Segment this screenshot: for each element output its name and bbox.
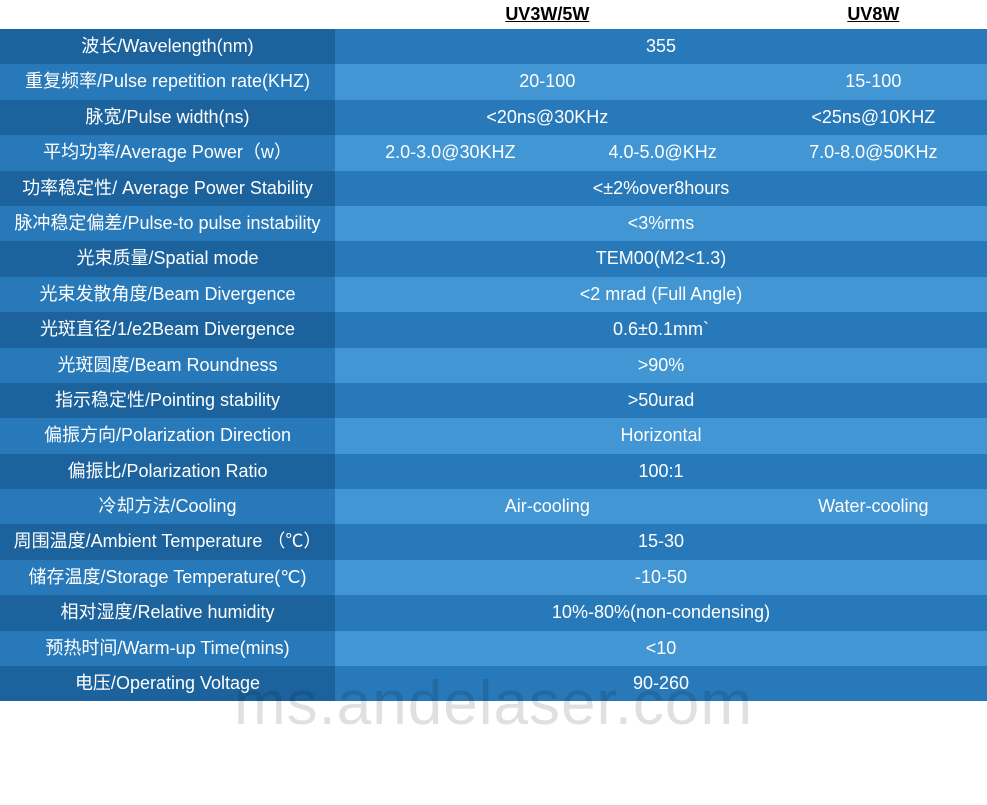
spec-label: 波长/Wavelength(nm)	[0, 29, 335, 64]
header-blank	[0, 0, 335, 29]
spec-label: 周围温度/Ambient Temperature （℃）	[0, 524, 335, 559]
spec-row: 重复频率/Pulse repetition rate(KHZ)20-10015-…	[0, 64, 987, 99]
spec-value: 100:1	[335, 454, 987, 489]
spec-value-3: 7.0-8.0@50KHz	[760, 135, 987, 170]
spec-row: 偏振比/Polarization Ratio100:1	[0, 454, 987, 489]
spec-row: 冷却方法/CoolingAir-coolingWater-cooling	[0, 489, 987, 524]
spec-row: 电压/Operating Voltage90-260	[0, 666, 987, 701]
spec-row: 光斑圆度/Beam Roundness>90%	[0, 348, 987, 383]
spec-table: UV3W/5W UV8W 波长/Wavelength(nm)355重复频率/Pu…	[0, 0, 987, 701]
spec-value: >50urad	[335, 383, 987, 418]
spec-value-2: Water-cooling	[760, 489, 987, 524]
spec-value: 15-30	[335, 524, 987, 559]
spec-label: 指示稳定性/Pointing stability	[0, 383, 335, 418]
spec-value: <±2%over8hours	[335, 171, 987, 206]
header-col1: UV3W/5W	[335, 0, 760, 29]
spec-row: 偏振方向/Polarization DirectionHorizontal	[0, 418, 987, 453]
spec-label: 相对湿度/Relative humidity	[0, 595, 335, 630]
spec-value: Horizontal	[335, 418, 987, 453]
spec-value-1: 20-100	[335, 64, 760, 99]
spec-label: 光束质量/Spatial mode	[0, 241, 335, 276]
spec-label: 光斑圆度/Beam Roundness	[0, 348, 335, 383]
spec-value: <3%rms	[335, 206, 987, 241]
spec-label: 偏振比/Polarization Ratio	[0, 454, 335, 489]
spec-label: 光斑直径/1/e2Beam Divergence	[0, 312, 335, 347]
spec-value: >90%	[335, 348, 987, 383]
spec-label: 电压/Operating Voltage	[0, 666, 335, 701]
spec-value-1: Air-cooling	[335, 489, 760, 524]
spec-value-1: 2.0-3.0@30KHZ	[335, 135, 566, 170]
spec-row: 脉宽/Pulse width(ns)<20ns@30KHz<25ns@10KHZ	[0, 100, 987, 135]
spec-label: 脉冲稳定偏差/Pulse-to pulse instability	[0, 206, 335, 241]
spec-row: 平均功率/Average Power（w）2.0-3.0@30KHZ4.0-5.…	[0, 135, 987, 170]
spec-value: <10	[335, 631, 987, 666]
spec-value-2: 15-100	[760, 64, 987, 99]
spec-value-1: <20ns@30KHz	[335, 100, 760, 135]
spec-label: 光束发散角度/Beam Divergence	[0, 277, 335, 312]
spec-label: 储存温度/Storage Temperature(℃)	[0, 560, 335, 595]
spec-value: TEM00(M2<1.3)	[335, 241, 987, 276]
spec-value: 90-260	[335, 666, 987, 701]
header-col2: UV8W	[760, 0, 987, 29]
spec-value-2: <25ns@10KHZ	[760, 100, 987, 135]
header-row: UV3W/5W UV8W	[0, 0, 987, 29]
spec-label: 重复频率/Pulse repetition rate(KHZ)	[0, 64, 335, 99]
spec-row: 相对湿度/Relative humidity10%-80%(non-conden…	[0, 595, 987, 630]
spec-value: 10%-80%(non-condensing)	[335, 595, 987, 630]
spec-label: 功率稳定性/ Average Power Stability	[0, 171, 335, 206]
spec-label: 脉宽/Pulse width(ns)	[0, 100, 335, 135]
spec-value: 0.6±0.1mm`	[335, 312, 987, 347]
spec-row: 光束发散角度/Beam Divergence<2 mrad (Full Angl…	[0, 277, 987, 312]
spec-row: 光束质量/Spatial modeTEM00(M2<1.3)	[0, 241, 987, 276]
spec-row: 预热时间/Warm-up Time(mins)<10	[0, 631, 987, 666]
spec-row: 储存温度/Storage Temperature(℃)-10-50	[0, 560, 987, 595]
spec-value: -10-50	[335, 560, 987, 595]
spec-value: <2 mrad (Full Angle)	[335, 277, 987, 312]
spec-label: 偏振方向/Polarization Direction	[0, 418, 335, 453]
spec-row: 脉冲稳定偏差/Pulse-to pulse instability<3%rms	[0, 206, 987, 241]
spec-label: 预热时间/Warm-up Time(mins)	[0, 631, 335, 666]
spec-row: 波长/Wavelength(nm)355	[0, 29, 987, 64]
spec-row: 功率稳定性/ Average Power Stability<±2%over8h…	[0, 171, 987, 206]
spec-label: 冷却方法/Cooling	[0, 489, 335, 524]
spec-row: 光斑直径/1/e2Beam Divergence0.6±0.1mm`	[0, 312, 987, 347]
spec-row: 指示稳定性/Pointing stability>50urad	[0, 383, 987, 418]
spec-value-2: 4.0-5.0@KHz	[566, 135, 760, 170]
spec-row: 周围温度/Ambient Temperature （℃）15-30	[0, 524, 987, 559]
spec-label: 平均功率/Average Power（w）	[0, 135, 335, 170]
spec-value: 355	[335, 29, 987, 64]
